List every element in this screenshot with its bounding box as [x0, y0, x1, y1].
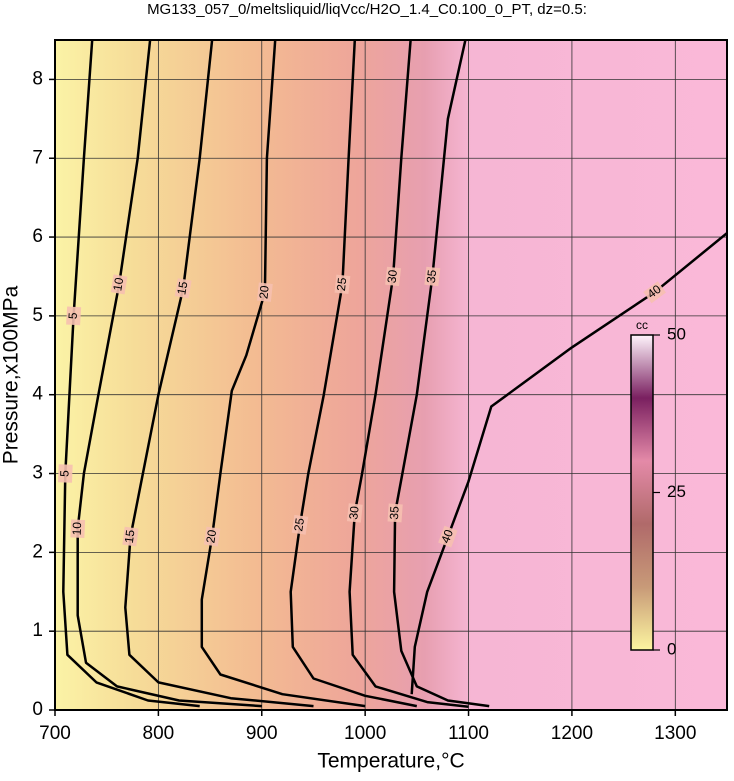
contour-label-bg [58, 464, 73, 483]
contour-label-group: 40 [643, 281, 667, 304]
x-tick-label: 1000 [344, 723, 386, 744]
contour-label: 10 [110, 276, 126, 292]
contour-label-bg [122, 526, 139, 547]
contour-label-group: 30 [346, 503, 363, 523]
colorbar-label: cc [636, 318, 648, 332]
contour-label-bg [174, 278, 192, 299]
contour-label-group: 15 [174, 278, 192, 299]
contour-label: 25 [291, 517, 307, 533]
contour-label: 35 [387, 505, 402, 520]
contour-label-group: 15 [122, 526, 139, 547]
contour-line [410, 232, 727, 695]
contour-label: 35 [424, 269, 439, 284]
contour-label: 15 [174, 280, 190, 296]
contour-label-group: 40 [438, 525, 458, 548]
contour-label-group: 10 [110, 274, 128, 295]
y-tick-label: 0 [32, 699, 43, 720]
colorbar [630, 334, 654, 651]
x-tick-label: 1200 [551, 723, 593, 744]
contour-label: 10 [70, 521, 85, 535]
colorbar-tick-label: 25 [667, 482, 686, 501]
contour-label: 20 [256, 284, 271, 299]
contour-label: 25 [334, 277, 349, 292]
y-tick-label: 6 [32, 226, 43, 247]
x-tick-label: 900 [246, 723, 278, 744]
x-tick-label: 800 [143, 723, 175, 744]
colorbar-tick-label: 0 [667, 639, 676, 658]
y-tick-label: 4 [32, 384, 43, 405]
contour-label-bg [66, 306, 82, 326]
contour-label: 20 [203, 529, 219, 545]
y-tick-label: 8 [32, 68, 43, 89]
contour-label-bg [256, 282, 273, 302]
x-tick-label: 1100 [448, 723, 489, 744]
contour-line [62, 40, 200, 708]
contour-label-bg [385, 266, 402, 287]
contour-label-group: 5 [66, 306, 82, 326]
contour-label-group: 25 [334, 274, 351, 295]
contour-label-bg [70, 519, 86, 539]
contour-label-group: 10 [70, 519, 86, 539]
contour-label-group: 35 [424, 266, 441, 287]
contour-line [200, 40, 366, 708]
contour-label: 30 [385, 269, 400, 284]
contour-label: 5 [57, 470, 71, 478]
contour-label-bg [346, 503, 363, 523]
contour-label: 5 [66, 312, 80, 320]
y-tick-label: 1 [32, 620, 43, 641]
contours: 5 5 10 10 15 15 20 20 25 25 30 30 35 35 40 40 [57, 40, 727, 709]
contour-label-bg [643, 281, 667, 304]
y-tick-label: 7 [32, 147, 43, 168]
contour-label: 30 [346, 505, 361, 520]
contour-label-group: 30 [385, 266, 402, 287]
contour-label-bg [291, 514, 309, 535]
x-axis-label: Temperature,°C [317, 750, 464, 773]
contour-label-group: 25 [291, 514, 309, 535]
contour-label-bg [387, 503, 403, 523]
contour-label-group: 5 [57, 464, 73, 483]
plot-frame [54, 39, 728, 711]
grid [54, 40, 727, 711]
y-tick-label: 2 [32, 541, 43, 562]
contour-label-bg [424, 266, 441, 287]
colorbar-tick-label: 50 [667, 324, 686, 343]
contour-label: 40 [438, 527, 456, 545]
contour-label-group: 35 [387, 503, 403, 523]
contour-label-bg [203, 526, 221, 547]
y-tick-label: 3 [32, 463, 43, 484]
y-axis-label: Pressure,x100MPa [0, 285, 23, 464]
chart-title: MG133_057_0/meltsliquid/liqVcc/H2O_1.4_C… [147, 1, 587, 18]
x-tick-label: 700 [39, 723, 71, 744]
contour-label-bg [334, 274, 351, 295]
contour-label-bg [438, 525, 458, 548]
contour-label-bg [110, 274, 128, 295]
contour-label-group: 20 [256, 282, 273, 302]
plot-area [55, 40, 727, 710]
contour-label-group: 20 [203, 526, 221, 547]
x-tick-label: 1300 [654, 723, 696, 744]
y-tick-label: 5 [32, 305, 43, 326]
contour-label: 15 [122, 529, 138, 544]
